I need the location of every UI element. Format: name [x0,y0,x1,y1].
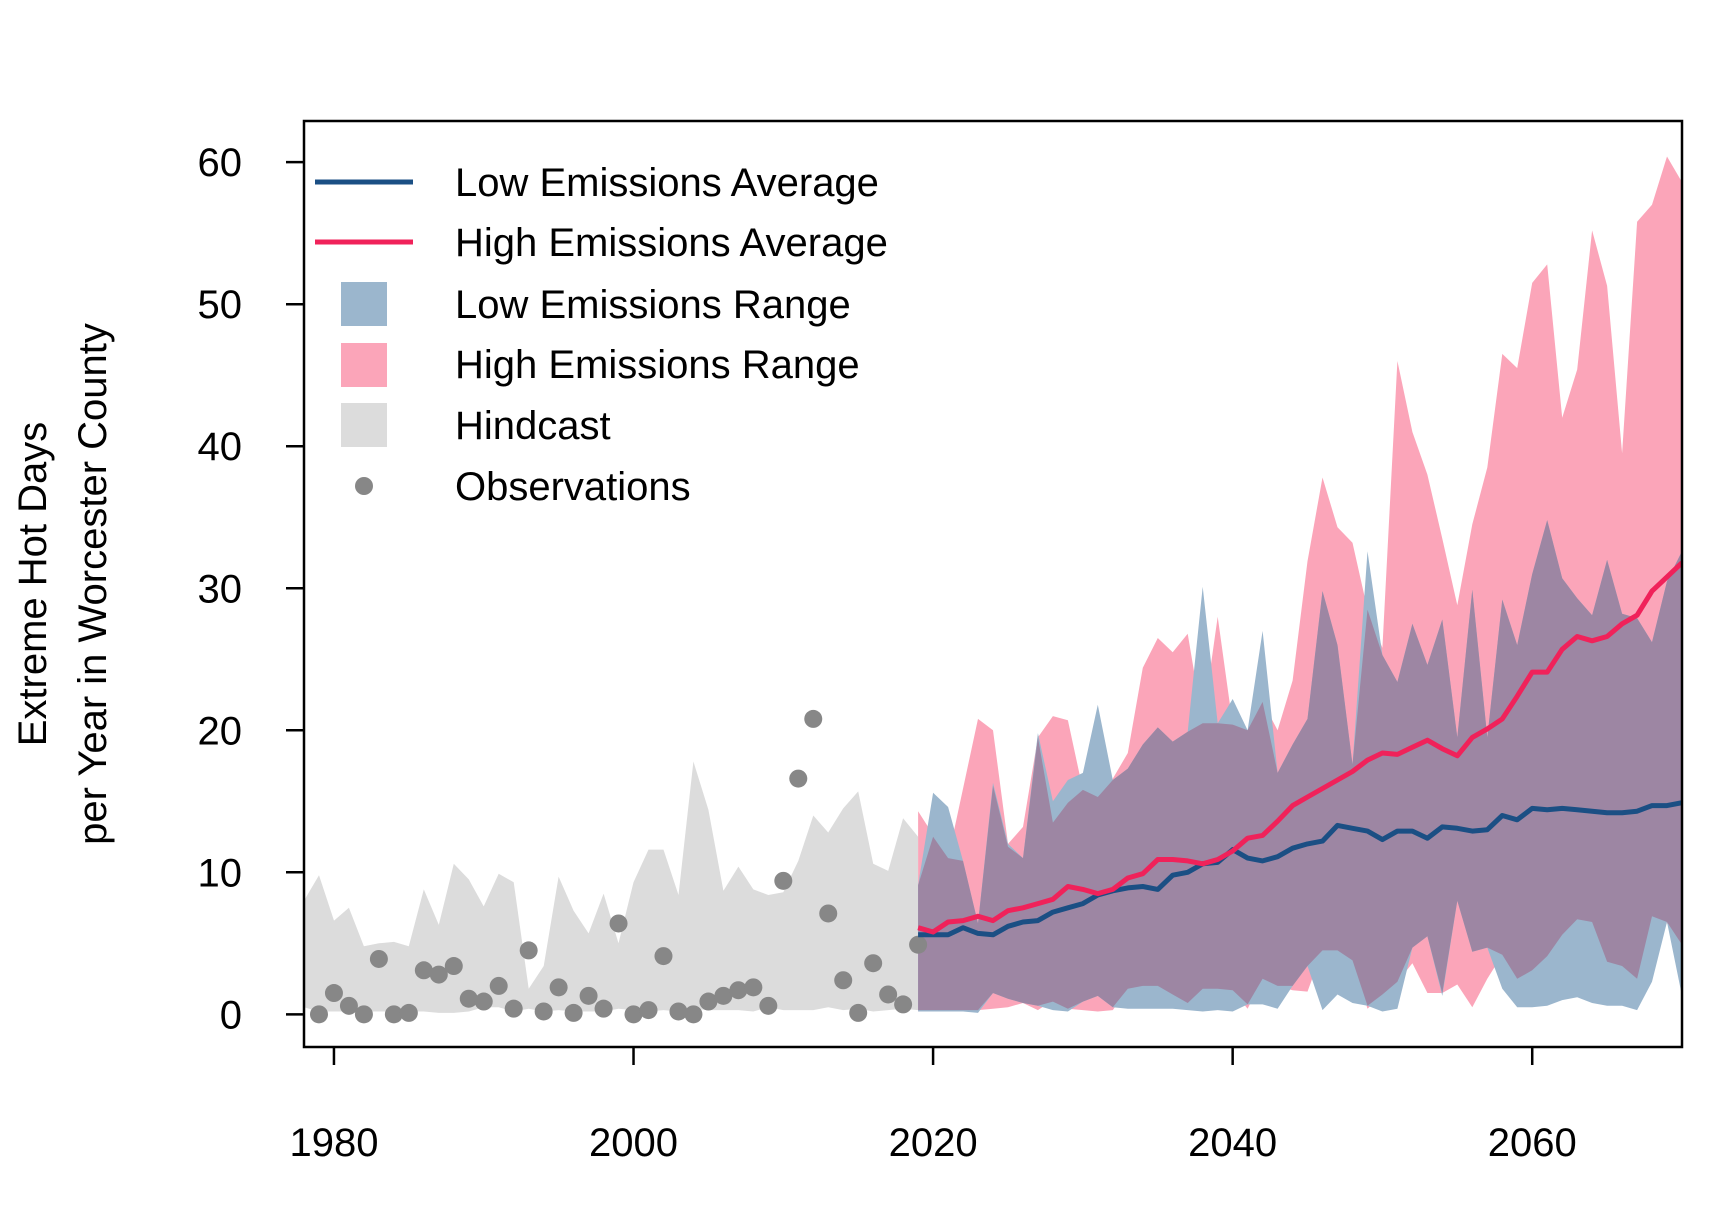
plot-area [304,156,1682,1024]
observation-point [444,957,463,976]
observation-point [879,985,898,1004]
observation-point [669,1002,688,1021]
y-tick-label: 60 [198,141,243,185]
legend: Low Emissions Average High Emissions Ave… [315,161,888,509]
y-tick-label: 10 [198,851,243,895]
y-tick-label: 0 [220,993,242,1037]
y-tick-label: 30 [198,567,243,611]
observation-point [684,1005,703,1024]
observation-point [384,1005,403,1024]
observation-point [474,992,493,1011]
legend-label-high-range: High Emissions Range [455,343,860,387]
observation-point [894,995,913,1014]
y-axis-title-line-1: Extreme Hot Days [11,422,55,747]
observation-point [564,1003,583,1022]
observation-point [639,1001,658,1020]
legend-label-low-range: Low Emissions Range [455,283,851,327]
observation-point [309,1005,328,1024]
y-tick-label: 20 [198,709,243,753]
y-axis: 0 10 20 30 40 50 60 [198,141,304,1037]
hindcast-band [304,761,919,1013]
plot-frame [302,119,1684,1049]
observation-point [399,1003,418,1022]
legend-swatch-hindcast [341,403,387,447]
x-tick-label: 2020 [889,1121,978,1165]
observation-point [429,965,448,984]
observation-point [714,986,733,1005]
observation-point [579,986,598,1005]
legend-swatch-observations [355,477,373,495]
observation-point [339,996,358,1015]
observation-point [369,949,388,968]
low-emissions-average-line [918,800,1682,938]
observation-point [759,996,778,1015]
y-axis-title-line-2: per Year in Worcester County [71,323,115,845]
observation-point [519,941,538,960]
observation-point [534,1002,553,1021]
observation-point [744,978,763,997]
observation-point [609,914,628,933]
observation-point [459,989,478,1008]
observation-point [819,904,838,923]
legend-label-observations: Observations [455,465,691,509]
emissions-range-overlap-band [918,520,1682,1011]
x-axis: 1980 2000 2020 2040 2060 [289,1047,1577,1165]
observation-point [774,871,793,890]
observation-point [699,992,718,1011]
observation-point [624,1005,643,1024]
high-emissions-average-line [917,560,1682,935]
observation-point [654,947,673,966]
observation-point [789,769,808,788]
legend-label-low-avg: Low Emissions Average [455,161,879,205]
x-tick-label: 1980 [289,1121,378,1165]
observation-point [804,709,823,728]
observation-point [354,1005,373,1024]
legend-label-hindcast: Hindcast [455,404,611,448]
observation-point [834,971,853,990]
x-tick-label: 2000 [589,1121,678,1165]
legend-swatch-low-range [341,282,387,326]
observation-point [864,954,883,973]
observation-point [414,961,433,980]
legend-swatch-high-range [341,343,387,387]
x-tick-label: 2060 [1488,1121,1577,1165]
observation-point [594,999,613,1018]
observation-point [504,999,523,1018]
y-tick-label: 50 [198,283,243,327]
observation-point [729,981,748,1000]
observation-point [549,978,568,997]
observation-point [909,935,928,954]
observation-point [489,976,508,995]
observation-point [324,984,343,1003]
y-tick-label: 40 [198,425,243,469]
x-tick-label: 2040 [1188,1121,1277,1165]
legend-label-high-avg: High Emissions Average [455,221,888,265]
observation-point [849,1003,868,1022]
